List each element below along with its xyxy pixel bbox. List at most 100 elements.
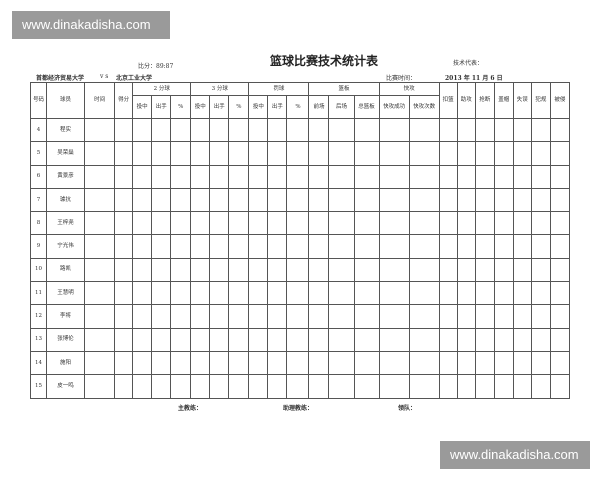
stat-cell[interactable] (209, 141, 230, 166)
stat-cell[interactable] (286, 117, 310, 143)
stat-cell[interactable] (209, 281, 230, 306)
stat-cell[interactable] (132, 350, 153, 376)
stat-cell[interactable] (408, 187, 440, 213)
stat-cell[interactable] (286, 211, 310, 236)
stat-cell[interactable] (286, 187, 310, 213)
stat-cell[interactable] (132, 211, 153, 236)
stat-cell[interactable] (353, 234, 380, 259)
stat-cell[interactable] (456, 164, 476, 189)
stat-cell[interactable] (493, 281, 514, 306)
stat-cell[interactable] (408, 327, 440, 352)
stat-cell[interactable] (286, 234, 310, 259)
stat-cell[interactable] (170, 257, 192, 283)
stat-cell[interactable] (228, 327, 250, 352)
stat-cell[interactable] (353, 164, 380, 189)
stat-cell[interactable] (549, 187, 571, 213)
stat-cell[interactable] (132, 187, 153, 213)
stat-cell[interactable] (209, 117, 230, 143)
stat-cell[interactable] (286, 304, 310, 329)
stat-cell[interactable] (286, 374, 310, 399)
stat-cell[interactable] (493, 141, 514, 166)
stat-cell[interactable] (328, 304, 355, 329)
stat-cell[interactable] (209, 211, 230, 236)
stat-cell[interactable] (151, 187, 172, 213)
stat-cell[interactable] (151, 327, 172, 352)
stat-cell[interactable] (353, 350, 380, 376)
stat-cell[interactable] (132, 374, 153, 399)
stat-cell[interactable] (248, 187, 269, 213)
stat-cell[interactable] (474, 164, 495, 189)
stat-cell[interactable] (248, 234, 269, 259)
stat-cell[interactable] (114, 187, 134, 213)
stat-cell[interactable] (228, 350, 250, 376)
stat-cell[interactable] (353, 187, 380, 213)
stat-cell[interactable] (474, 374, 495, 399)
stat-cell[interactable] (408, 281, 440, 306)
stat-cell[interactable] (438, 234, 458, 259)
stat-cell[interactable] (170, 350, 192, 376)
stat-cell[interactable] (248, 141, 269, 166)
stat-cell[interactable] (456, 304, 476, 329)
stat-cell[interactable] (328, 327, 355, 352)
stat-cell[interactable] (248, 327, 269, 352)
stat-cell[interactable] (170, 327, 192, 352)
stat-cell[interactable] (438, 281, 458, 306)
stat-cell[interactable] (114, 374, 134, 399)
stat-cell[interactable] (132, 304, 153, 329)
stat-cell[interactable] (408, 164, 440, 189)
stat-cell[interactable] (456, 187, 476, 213)
stat-cell[interactable] (512, 350, 532, 376)
stat-cell[interactable] (438, 327, 458, 352)
stat-cell[interactable] (308, 141, 330, 166)
stat-cell[interactable] (132, 234, 153, 259)
stat-cell[interactable] (493, 374, 514, 399)
stat-cell[interactable] (512, 327, 532, 352)
stat-cell[interactable] (248, 374, 269, 399)
stat-cell[interactable] (438, 350, 458, 376)
stat-cell[interactable] (493, 327, 514, 352)
stat-cell[interactable] (474, 141, 495, 166)
stat-cell[interactable] (512, 211, 532, 236)
stat-cell[interactable] (549, 117, 571, 143)
stat-cell[interactable] (456, 117, 476, 143)
stat-cell[interactable] (209, 327, 230, 352)
stat-cell[interactable] (474, 187, 495, 213)
stat-cell[interactable] (170, 234, 192, 259)
stat-cell[interactable] (353, 281, 380, 306)
stat-cell[interactable] (132, 141, 153, 166)
stat-cell[interactable] (151, 141, 172, 166)
stat-cell[interactable] (84, 117, 116, 143)
stat-cell[interactable] (267, 374, 288, 399)
stat-cell[interactable] (456, 374, 476, 399)
stat-cell[interactable] (209, 187, 230, 213)
stat-cell[interactable] (209, 257, 230, 283)
stat-cell[interactable] (209, 164, 230, 189)
stat-cell[interactable] (353, 304, 380, 329)
stat-cell[interactable] (190, 281, 211, 306)
stat-cell[interactable] (190, 141, 211, 166)
stat-cell[interactable] (530, 187, 551, 213)
stat-cell[interactable] (114, 257, 134, 283)
stat-cell[interactable] (190, 257, 211, 283)
stat-cell[interactable] (456, 281, 476, 306)
stat-cell[interactable] (248, 281, 269, 306)
stat-cell[interactable] (84, 211, 116, 236)
stat-cell[interactable] (170, 187, 192, 213)
stat-cell[interactable] (267, 304, 288, 329)
stat-cell[interactable] (267, 141, 288, 166)
stat-cell[interactable] (530, 164, 551, 189)
stat-cell[interactable] (456, 257, 476, 283)
stat-cell[interactable] (84, 257, 116, 283)
stat-cell[interactable] (530, 257, 551, 283)
stat-cell[interactable] (456, 211, 476, 236)
stat-cell[interactable] (438, 187, 458, 213)
stat-cell[interactable] (474, 304, 495, 329)
stat-cell[interactable] (114, 234, 134, 259)
stat-cell[interactable] (512, 141, 532, 166)
stat-cell[interactable] (209, 374, 230, 399)
stat-cell[interactable] (456, 350, 476, 376)
stat-cell[interactable] (378, 187, 410, 213)
stat-cell[interactable] (408, 257, 440, 283)
stat-cell[interactable] (114, 211, 134, 236)
stat-cell[interactable] (530, 234, 551, 259)
